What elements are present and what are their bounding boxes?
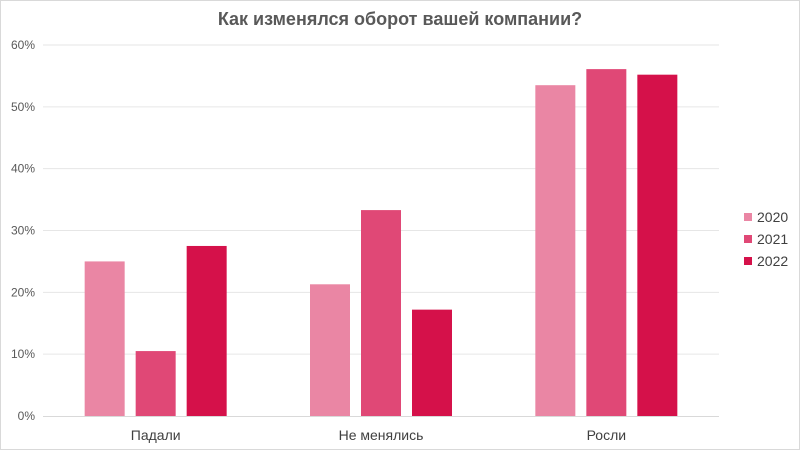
legend-label-2022: 2022	[757, 253, 788, 269]
y-tick-label: 0%	[18, 409, 36, 423]
legend-label-2021: 2021	[757, 231, 788, 247]
category-label: Росли	[587, 427, 627, 443]
legend-label-2020: 2020	[757, 209, 788, 225]
y-tick-label: 30%	[11, 224, 35, 238]
bar-2022-2	[412, 309, 452, 416]
bar-2021-3	[586, 69, 627, 417]
y-tick-label: 60%	[11, 38, 35, 52]
legend-swatch-2022	[744, 257, 752, 265]
x-axis-category-labels: Падали Не менялись Росли	[131, 427, 626, 443]
category-label: Падали	[131, 427, 181, 443]
bar-2020-1	[84, 261, 125, 416]
y-tick-label: 20%	[11, 285, 35, 299]
bar-2021-1	[135, 351, 176, 416]
y-tick-label: 50%	[11, 100, 35, 114]
bar-2022-3	[637, 74, 678, 417]
legend-swatch-2020	[744, 213, 752, 221]
bar-2021-2	[361, 210, 401, 416]
bar-2022-1	[186, 245, 227, 416]
legend: 2020 2021 2022	[744, 209, 788, 269]
y-tick-label: 40%	[11, 162, 35, 176]
bar-2020-2	[310, 284, 350, 416]
chart-title: Как изменялся оборот вашей компании?	[217, 9, 583, 29]
y-tick-label: 10%	[11, 347, 35, 361]
bars	[84, 69, 678, 417]
y-axis-tick-labels: 0% 10% 20% 30% 40% 50% 60%	[11, 38, 35, 423]
legend-swatch-2021	[744, 235, 752, 243]
category-label: Не менялись	[339, 427, 424, 443]
bar-2020-3	[535, 85, 576, 417]
